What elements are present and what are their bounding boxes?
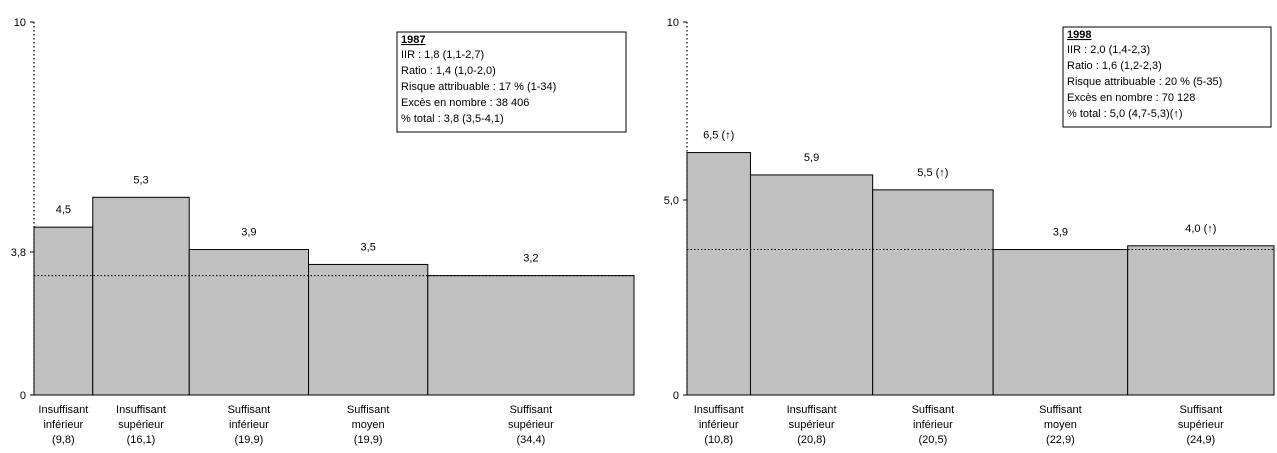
- info-box-line: IIR : 2,0 (1,4-2,3): [1067, 44, 1150, 56]
- category-label: Suffisant: [510, 404, 553, 416]
- category-label: supérieur: [789, 419, 835, 431]
- y-tick-label: 0: [20, 390, 26, 402]
- category-label: Insuffisant: [116, 404, 166, 416]
- category-label: supérieur: [508, 419, 554, 431]
- category-label: Suffisant: [1039, 404, 1082, 416]
- y-tick-label: 10: [667, 17, 679, 29]
- bar: [92, 196, 190, 396]
- info-box-line: Excès en nombre : 70 128: [1067, 92, 1195, 104]
- category-width-label: (20,8): [797, 434, 826, 446]
- category-width-label: (20,5): [919, 434, 948, 446]
- category-label: Insuffisant: [787, 404, 837, 416]
- category-width-label: (16,1): [127, 434, 156, 446]
- info-box-line: IIR : 1,8 (1,1-2,7): [401, 49, 484, 61]
- category-width-label: (10,8): [704, 434, 733, 446]
- y-tick-label: 0: [673, 390, 679, 402]
- category-label: Suffisant: [347, 404, 390, 416]
- info-box: [396, 31, 627, 133]
- bar: [1127, 245, 1275, 396]
- bar-value-label: 3,5: [361, 241, 376, 253]
- category-label: inférieur: [43, 419, 83, 431]
- info-box-line: Risque attribuable : 20 % (5-35): [1067, 76, 1222, 88]
- y-tick-label: 3,8: [11, 247, 26, 259]
- category-width-label: (19,9): [235, 434, 264, 446]
- bar-value-label: 3,2: [523, 253, 538, 265]
- info-box-title: 1987: [401, 34, 425, 46]
- info-box-line: Ratio : 1,6 (1,2-2,3): [1067, 60, 1162, 72]
- bar: [872, 189, 994, 396]
- bar-value-label: 5,9: [804, 152, 819, 164]
- bar: [33, 226, 94, 396]
- info-box-line: Ratio : 1,4 (1,0-2,0): [401, 65, 496, 77]
- category-label: Insuffisant: [694, 404, 744, 416]
- bar: [427, 275, 635, 396]
- category-label: supérieur: [118, 419, 164, 431]
- bar-value-label: 3,9: [1053, 227, 1068, 239]
- category-label: inférieur: [699, 419, 739, 431]
- bar-value-label: 5,5 (↑): [917, 167, 948, 179]
- category-label: moyen: [352, 419, 385, 431]
- category-label: inférieur: [913, 419, 953, 431]
- info-box-line: Excès en nombre : 38 406: [401, 97, 529, 109]
- bar: [749, 174, 874, 396]
- category-label: Suffisant: [912, 404, 955, 416]
- bar: [992, 249, 1129, 396]
- category-label: Insuffisant: [38, 404, 88, 416]
- bar: [686, 152, 751, 396]
- y-tick-label: 5,0: [664, 195, 679, 207]
- bar: [308, 263, 429, 396]
- category-width-label: (34,4): [517, 434, 546, 446]
- category-label: moyen: [1044, 419, 1077, 431]
- category-width-label: (19,9): [354, 434, 383, 446]
- category-width-label: (22,9): [1046, 434, 1075, 446]
- bar-value-label: 4,0 (↑): [1185, 223, 1216, 235]
- category-label: supérieur: [1178, 419, 1224, 431]
- bar-value-label: 6,5 (↑): [703, 130, 734, 142]
- bar-value-label: 4,5: [56, 204, 71, 216]
- bar: [188, 249, 310, 396]
- info-box: [1062, 26, 1272, 128]
- category-width-label: (9,8): [52, 434, 75, 446]
- category-label: Suffisant: [1180, 404, 1223, 416]
- info-box-line: % total : 5,0 (4,7-5,3)(↑): [1067, 108, 1183, 120]
- y-tick-label: 10: [14, 17, 26, 29]
- category-width-label: (24,9): [1186, 434, 1215, 446]
- category-label: Suffisant: [228, 404, 271, 416]
- category-label: inférieur: [229, 419, 269, 431]
- info-box-line: % total : 3,8 (3,5-4,1): [401, 113, 504, 125]
- info-box-title: 1998: [1067, 29, 1091, 41]
- info-box-line: Risque attribuable : 17 % (1-34): [401, 81, 556, 93]
- bar-value-label: 3,9: [241, 227, 256, 239]
- bar-value-label: 5,3: [133, 174, 148, 186]
